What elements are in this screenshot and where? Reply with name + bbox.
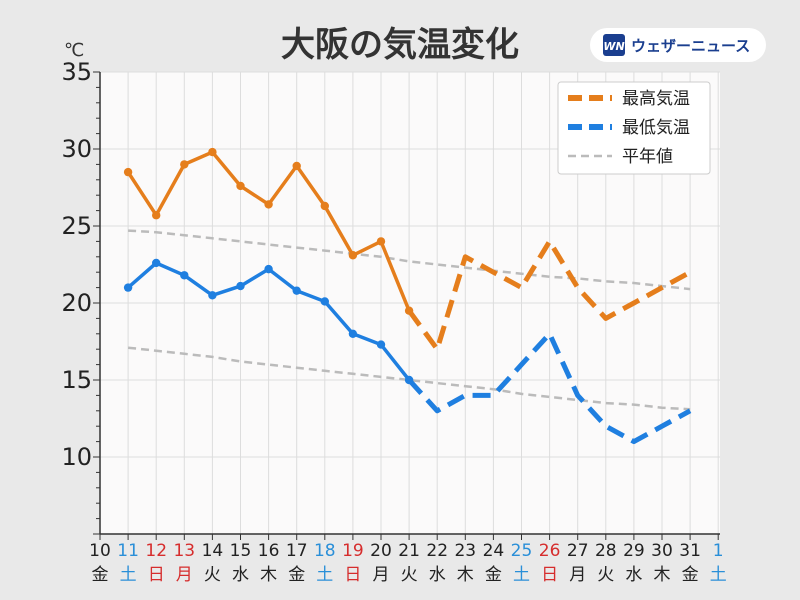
data-point-high	[320, 201, 329, 211]
x-tick-day-label: 16	[258, 541, 280, 561]
x-tick-day-label: 1	[713, 541, 724, 561]
x-tick-weekday-label: 土	[513, 565, 530, 585]
x-tick-day-label: 26	[539, 541, 561, 561]
x-tick-weekday-label: 日	[541, 565, 558, 585]
data-point-low	[264, 264, 273, 274]
x-tick-day-label: 11	[117, 541, 139, 561]
y-tick-label: 15	[61, 366, 92, 394]
series-forecast-high	[407, 238, 692, 352]
x-tick-weekday-label: 水	[625, 565, 642, 585]
x-tick-day-label: 22	[426, 541, 448, 561]
x-tick-day-label: 23	[454, 541, 476, 561]
x-tick-day-label: 25	[511, 541, 533, 561]
chart-title: 大阪の気温変化	[281, 25, 519, 65]
data-point-low	[348, 329, 358, 338]
data-point-high	[123, 167, 133, 177]
x-tick-weekday-label: 金	[485, 565, 502, 585]
x-tick-day-label: 27	[567, 541, 589, 561]
data-point-low	[404, 375, 414, 385]
y-tick-labels: 10 15 20 25 30 35	[61, 58, 92, 471]
y-tick-label: 30	[61, 135, 92, 163]
logo-mark-text: WN	[603, 40, 624, 53]
legend-label-normal: 平年値	[622, 147, 673, 167]
data-point-high	[376, 237, 386, 246]
x-tick-labels: 10金11土12日13月14火15水16木17金18土19日20月21火22水2…	[89, 541, 727, 585]
data-point-low	[320, 297, 329, 306]
logo-text: ウェザーニュース	[631, 37, 750, 55]
data-point-low	[292, 286, 301, 295]
x-tick-day-label: 19	[342, 541, 364, 561]
data-point-low	[236, 281, 245, 291]
x-tick-weekday-label: 金	[682, 565, 699, 585]
x-tick-day-label: 18	[314, 541, 336, 561]
series-lines	[123, 147, 692, 445]
x-tick-day-label: 15	[230, 541, 252, 561]
x-tick-day-label: 31	[679, 541, 701, 561]
x-tick-weekday-label: 土	[120, 565, 137, 585]
x-tick-weekday-label: 木	[654, 565, 671, 585]
x-tick-day-label: 17	[286, 541, 308, 561]
weathernews-logo: WN ウェザーニュース	[590, 28, 766, 62]
x-tick-weekday-label: 金	[92, 565, 109, 585]
x-tick-day-label: 30	[651, 541, 673, 561]
data-point-low	[180, 271, 189, 280]
data-point-high	[292, 161, 301, 171]
data-point-high	[180, 160, 189, 169]
normal-line-high	[128, 229, 691, 291]
legend: 最高気温 最低気温 平年値	[557, 81, 711, 175]
legend-box	[557, 81, 711, 175]
y-tick-label: 20	[61, 289, 92, 317]
axes	[93, 71, 720, 540]
logo-mark-icon	[603, 34, 625, 56]
x-tick-weekday-label: 火	[204, 565, 221, 585]
x-tick-day-label: 13	[173, 541, 195, 561]
x-tick-day-label: 12	[145, 541, 167, 561]
x-tick-weekday-label: 木	[260, 565, 277, 585]
x-tick-weekday-label: 水	[232, 565, 249, 585]
y-tick-label: 35	[61, 58, 92, 86]
x-tick-weekday-label: 月	[176, 565, 193, 585]
logo-pill	[590, 28, 766, 62]
y-tick-label: 10	[61, 443, 92, 471]
data-point-low	[208, 291, 217, 300]
legend-label-low: 最低気温	[622, 118, 690, 138]
x-tick-day-label: 29	[623, 541, 645, 561]
x-tick-weekday-label: 火	[597, 565, 614, 585]
data-point-high	[208, 147, 217, 157]
x-tick-weekday-label: 日	[148, 565, 165, 585]
data-point-high	[404, 306, 414, 315]
x-tick-day-label: 14	[202, 541, 224, 561]
x-tick-weekday-label: 月	[373, 565, 390, 585]
x-tick-weekday-label: 水	[429, 565, 446, 585]
normal-line-low	[127, 346, 691, 411]
y-tick-label: 25	[61, 212, 92, 240]
x-tick-weekday-label: 土	[316, 565, 333, 585]
x-tick-weekday-label: 土	[710, 565, 727, 585]
x-tick-day-label: 24	[483, 541, 505, 561]
normal-lines	[127, 229, 691, 411]
x-tick-day-label: 21	[398, 541, 420, 561]
legend-label-high: 最高気温	[622, 89, 690, 109]
y-unit-label: ℃	[64, 40, 84, 61]
data-point-high	[152, 211, 161, 220]
data-point-low	[123, 283, 133, 292]
x-tick-weekday-label: 月	[569, 565, 586, 585]
x-tick-day-label: 28	[595, 541, 617, 561]
data-point-high	[348, 251, 358, 260]
x-tick-weekday-label: 金	[288, 565, 305, 585]
x-tick-weekday-label: 木	[457, 565, 474, 585]
x-tick-weekday-label: 火	[401, 565, 418, 585]
x-tick-day-label: 20	[370, 541, 392, 561]
x-tick-day-label: 10	[89, 541, 111, 561]
data-point-high	[264, 200, 273, 209]
data-point-low	[152, 258, 161, 268]
x-tick-weekday-label: 日	[344, 565, 361, 585]
series-forecast-low	[407, 331, 692, 445]
data-point-low	[376, 340, 386, 349]
data-point-high	[236, 181, 245, 191]
